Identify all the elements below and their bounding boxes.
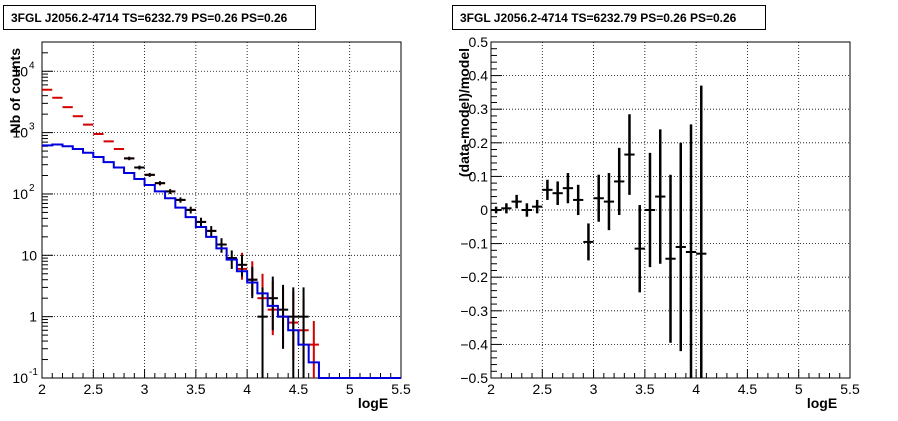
y-tick-label: −0.4 [460,336,488,352]
y-tick-label: 0 [480,202,488,218]
model-step-line [42,143,401,379]
residual-plot-panel: 3FGL J2056.2-4714 TS=6232.79 PS=0.26 PS=… [449,0,898,421]
x-tick-label: 2 [487,381,495,397]
x-tick-label: 4.5 [738,381,758,397]
x-tick-label: 3.5 [186,381,206,397]
x-tick-label: 2.5 [533,381,553,397]
y-tick-label: −0.2 [460,269,488,285]
y-tick-label: 0.5 [469,34,489,50]
y-tick-label: −0.5 [460,370,488,386]
y-axis-label: Nb of counts [7,48,23,134]
plot-title: 3FGL J2056.2-4714 TS=6232.79 PS=0.26 PS=… [452,5,766,30]
counts-plot-panel: 3FGL J2056.2-4714 TS=6232.79 PS=0.26 PS=… [3,5,411,411]
x-tick-label: 3.5 [635,381,655,397]
data-series [124,156,309,378]
data-series [42,143,401,379]
x-tick-label: 5.5 [391,381,411,397]
y-tick-exponent: -1 [29,367,38,378]
x-tick-label: 3 [141,381,149,397]
x-tick-label: 5.5 [840,381,860,397]
y-tick-label: 10 [12,125,28,141]
x-tick-label: 4 [243,381,251,397]
y-tick-label: 10 [12,63,28,79]
y-tick-exponent: 2 [29,183,35,194]
y-tick-exponent: 4 [29,60,35,71]
y-tick-label: 10 [12,370,28,386]
x-tick-label: 5 [795,381,803,397]
y-tick-label: 10 [12,186,28,202]
y-axis-label: (data-model)/model [456,48,472,177]
x-tick-label: 2 [38,381,46,397]
y-tick-label: 10 [21,247,37,263]
x-tick-label: 3 [590,381,598,397]
x-tick-label: 2.5 [84,381,104,397]
y-tick-label: 0.4 [469,68,489,84]
data-series [491,85,707,378]
x-tick-label: 4 [692,381,700,397]
y-tick-label: 0.3 [469,101,489,117]
y-tick-label: 0.2 [469,135,489,151]
plot-title: 3FGL J2056.2-4714 TS=6232.79 PS=0.26 PS=… [3,5,316,30]
y-tick-exponent: 3 [29,122,35,133]
x-axis-label: logE [358,395,388,411]
plot-frame [41,41,402,379]
x-tick-label: 4.5 [289,381,309,397]
x-axis-label: logE [807,395,837,411]
y-tick-label: −0.3 [460,303,488,319]
x-tick-label: 5 [346,381,354,397]
y-tick-label: −0.1 [460,236,488,252]
y-tick-label: 0.1 [469,168,489,184]
y-tick-label: 1 [29,309,37,325]
